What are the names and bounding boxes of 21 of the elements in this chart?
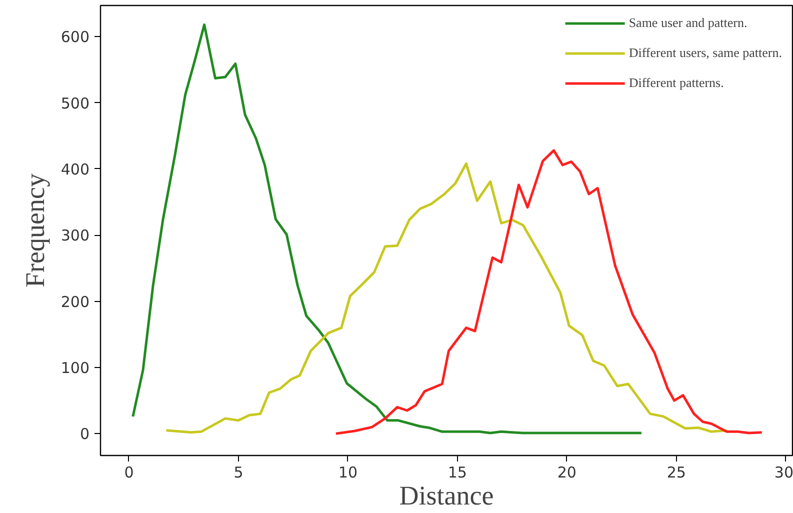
y-tick-label: 400 (60, 160, 90, 178)
legend-label: Same user and pattern. (628, 15, 748, 31)
line-series (164, 162, 728, 434)
x-tick-label: 5 (234, 464, 244, 482)
x-tick-label: 0 (124, 464, 134, 482)
x-axis-title: Distance (399, 480, 494, 510)
x-tick-label: 15 (448, 464, 467, 482)
x-tick-label: 10 (338, 464, 358, 482)
legend-label: Different users, same pattern. (628, 45, 782, 61)
legend-label: Different patterns. (628, 75, 724, 91)
x-tick-label: 30 (774, 464, 793, 482)
y-tick-label: 300 (60, 226, 90, 245)
x-tick-label: 25 (666, 464, 686, 482)
y-tick-label: 0 (80, 425, 90, 444)
y-tick-label: 500 (60, 94, 90, 112)
y-tick-label: 100 (60, 358, 90, 377)
y-tick-label: 600 (60, 28, 90, 46)
y-tick-label: 200 (60, 292, 90, 311)
line-series (334, 149, 764, 435)
x-tick-label: 20 (557, 464, 576, 482)
y-axis-title: Frequency (20, 173, 50, 288)
